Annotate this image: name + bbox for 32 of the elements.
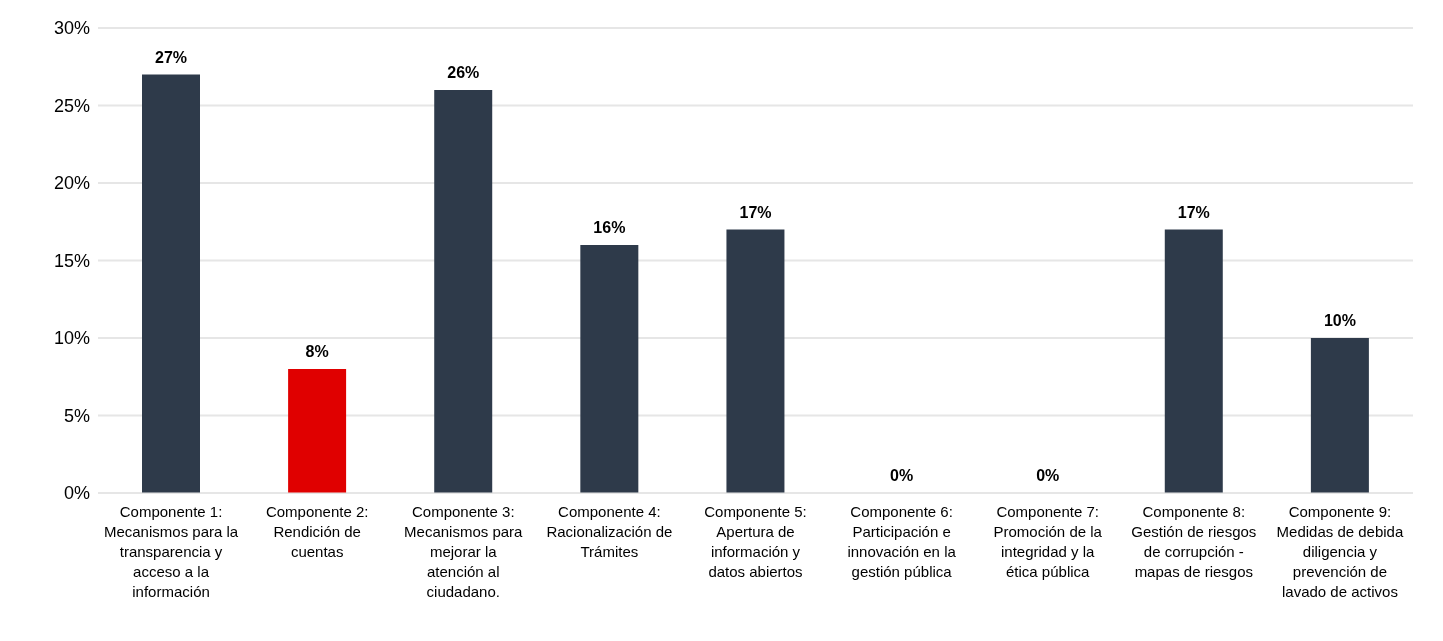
y-tick-label: 15% (53, 250, 90, 271)
x-tick-label: Componente 8: Gestión de riesgos de corrupción - mapas de riesgos (1131, 503, 1257, 580)
bar (1164, 229, 1223, 493)
data-label: 0% (1036, 467, 1060, 484)
x-tick-label: Componente 3: Mecanismos para mejorar la atención al ciudadano. (404, 503, 524, 600)
data-label: 26% (447, 64, 480, 81)
bar (1310, 338, 1369, 493)
x-tick-label: Componente 9: Medidas de debida diligencia y prevención de lavado de activos (1276, 503, 1404, 600)
bar (288, 369, 347, 493)
x-tick-label: Componente 1: Mecanismos para la transparencia y acceso a la información (103, 503, 239, 600)
y-tick-label: 20% (53, 173, 90, 194)
data-label: 8% (305, 343, 329, 360)
x-tick-label: Componente 5: Apertura de información y datos abiertos (704, 503, 807, 580)
data-label: 27% (155, 48, 188, 66)
y-tick-label: 25% (53, 95, 90, 116)
x-tick-label: Componente 2: Rendición de cuentas (265, 503, 369, 560)
bar (142, 74, 200, 493)
y-tick-label: 30% (53, 18, 90, 39)
bar (726, 229, 785, 493)
x-tick-label: Componente 7: Promoción de la integridad y la ética pública (993, 503, 1103, 580)
y-tick-label: 0% (63, 483, 90, 504)
data-label: 17% (1177, 203, 1210, 221)
x-tick-label: Componente 4: Racionalización de Trámites (546, 503, 673, 560)
bar (580, 245, 639, 493)
data-label: 10% (1323, 312, 1356, 329)
y-tick-label: 10% (53, 328, 90, 349)
data-label: 17% (739, 203, 772, 221)
data-label: 0% (890, 467, 914, 484)
y-tick-label: 5% (63, 405, 90, 426)
x-tick-label: Componente 6: Participación e innovación en la gestión pública (847, 503, 957, 580)
bar (434, 90, 493, 493)
data-label: 16% (593, 219, 626, 236)
